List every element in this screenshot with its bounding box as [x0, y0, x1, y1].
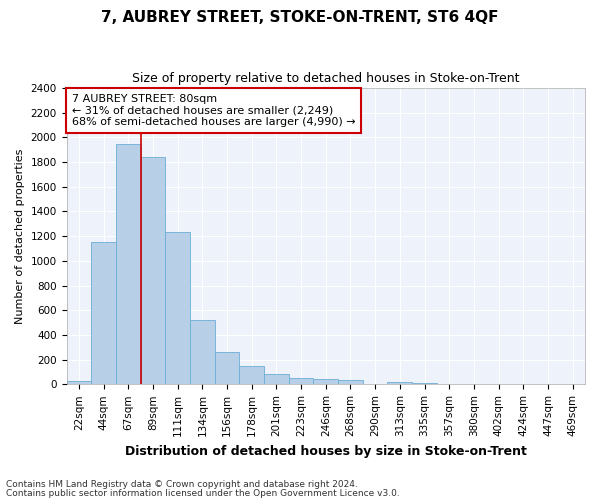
Text: Contains HM Land Registry data © Crown copyright and database right 2024.: Contains HM Land Registry data © Crown c…: [6, 480, 358, 489]
Bar: [388, 382, 412, 384]
Bar: [338, 380, 363, 384]
Bar: [190, 320, 215, 384]
Bar: [289, 378, 313, 384]
Y-axis label: Number of detached properties: Number of detached properties: [15, 148, 25, 324]
X-axis label: Distribution of detached houses by size in Stoke-on-Trent: Distribution of detached houses by size …: [125, 444, 527, 458]
Bar: [67, 380, 91, 384]
Text: 7, AUBREY STREET, STOKE-ON-TRENT, ST6 4QF: 7, AUBREY STREET, STOKE-ON-TRENT, ST6 4Q…: [101, 10, 499, 25]
Bar: [140, 157, 165, 384]
Bar: [239, 366, 264, 384]
Bar: [313, 379, 338, 384]
Text: 7 AUBREY STREET: 80sqm
← 31% of detached houses are smaller (2,249)
68% of semi-: 7 AUBREY STREET: 80sqm ← 31% of detached…: [72, 94, 355, 127]
Bar: [165, 232, 190, 384]
Bar: [91, 242, 116, 384]
Title: Size of property relative to detached houses in Stoke-on-Trent: Size of property relative to detached ho…: [132, 72, 520, 86]
Bar: [264, 374, 289, 384]
Bar: [116, 144, 140, 384]
Text: Contains public sector information licensed under the Open Government Licence v3: Contains public sector information licen…: [6, 488, 400, 498]
Bar: [215, 352, 239, 384]
